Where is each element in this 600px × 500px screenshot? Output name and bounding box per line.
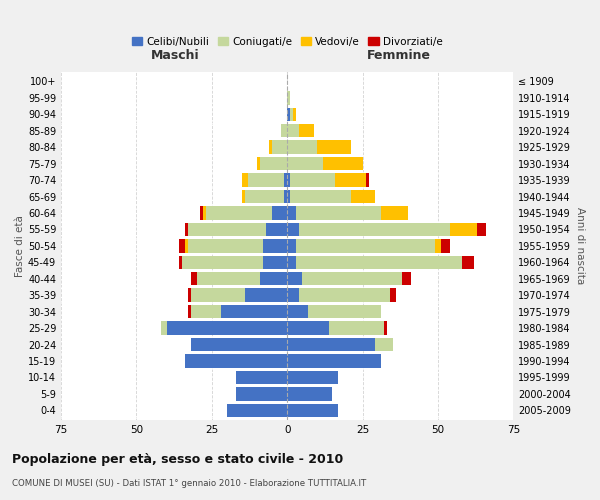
Text: Popolazione per età, sesso e stato civile - 2010: Popolazione per età, sesso e stato civil… [12, 452, 343, 466]
Bar [287, 140, 317, 154]
Bar [402, 272, 411, 285]
Legend: Celibi/Nubili, Coniugati/e, Vedovi/e, Divorziati/e: Celibi/Nubili, Coniugati/e, Vedovi/e, Di… [132, 36, 443, 46]
Bar [308, 305, 380, 318]
Bar [242, 190, 245, 203]
Bar [185, 239, 188, 252]
Bar [287, 370, 338, 384]
Bar [197, 272, 260, 285]
Bar [248, 174, 284, 187]
Bar [200, 206, 203, 220]
Bar [390, 288, 396, 302]
Bar [287, 354, 380, 368]
Bar [287, 190, 290, 203]
Bar [182, 256, 263, 269]
Bar [290, 190, 350, 203]
Bar [269, 140, 272, 154]
Bar [441, 239, 450, 252]
Bar [374, 338, 393, 351]
Bar [299, 124, 314, 138]
Bar [287, 404, 338, 417]
Bar [167, 322, 287, 335]
Bar [383, 322, 387, 335]
Bar [299, 222, 450, 236]
Bar [287, 174, 290, 187]
Bar [221, 305, 287, 318]
Bar [450, 222, 477, 236]
Bar [245, 288, 287, 302]
Bar [284, 190, 287, 203]
Bar [287, 288, 299, 302]
Y-axis label: Anni di nascita: Anni di nascita [575, 207, 585, 284]
Bar [287, 91, 290, 104]
Bar [290, 174, 335, 187]
Bar [435, 239, 441, 252]
Bar [335, 174, 365, 187]
Bar [323, 157, 362, 170]
Bar [227, 404, 287, 417]
Bar [287, 322, 329, 335]
Bar [191, 272, 197, 285]
Bar [260, 272, 287, 285]
Bar [365, 174, 368, 187]
Bar [317, 140, 350, 154]
Bar [287, 222, 299, 236]
Bar [185, 354, 287, 368]
Bar [287, 157, 323, 170]
Bar [191, 288, 245, 302]
Bar [191, 338, 287, 351]
Bar [284, 174, 287, 187]
Bar [287, 206, 296, 220]
Bar [260, 157, 287, 170]
Bar [272, 206, 287, 220]
Bar [272, 140, 287, 154]
Text: Maschi: Maschi [151, 48, 200, 62]
Y-axis label: Fasce di età: Fasce di età [15, 215, 25, 277]
Bar [236, 370, 287, 384]
Bar [203, 206, 206, 220]
Bar [462, 256, 474, 269]
Bar [188, 239, 263, 252]
Bar [477, 222, 486, 236]
Bar [350, 190, 374, 203]
Bar [329, 322, 383, 335]
Bar [296, 239, 435, 252]
Bar [245, 190, 284, 203]
Bar [293, 108, 296, 121]
Bar [263, 256, 287, 269]
Bar [263, 239, 287, 252]
Bar [281, 124, 287, 138]
Bar [287, 305, 308, 318]
Text: Femmine: Femmine [367, 48, 431, 62]
Bar [299, 288, 390, 302]
Bar [380, 206, 408, 220]
Bar [188, 305, 191, 318]
Bar [179, 256, 182, 269]
Bar [290, 108, 293, 121]
Bar [287, 338, 374, 351]
Bar [179, 239, 185, 252]
Text: COMUNE DI MUSEI (SU) - Dati ISTAT 1° gennaio 2010 - Elaborazione TUTTITALIA.IT: COMUNE DI MUSEI (SU) - Dati ISTAT 1° gen… [12, 479, 366, 488]
Bar [287, 239, 296, 252]
Bar [302, 272, 402, 285]
Bar [188, 288, 191, 302]
Bar [185, 222, 188, 236]
Bar [287, 124, 299, 138]
Bar [242, 174, 248, 187]
Bar [287, 387, 332, 400]
Bar [266, 222, 287, 236]
Bar [161, 322, 167, 335]
Bar [296, 206, 380, 220]
Bar [191, 305, 221, 318]
Bar [287, 108, 290, 121]
Bar [188, 222, 266, 236]
Bar [257, 157, 260, 170]
Bar [296, 256, 462, 269]
Bar [287, 256, 296, 269]
Bar [287, 272, 302, 285]
Bar [206, 206, 272, 220]
Bar [236, 387, 287, 400]
